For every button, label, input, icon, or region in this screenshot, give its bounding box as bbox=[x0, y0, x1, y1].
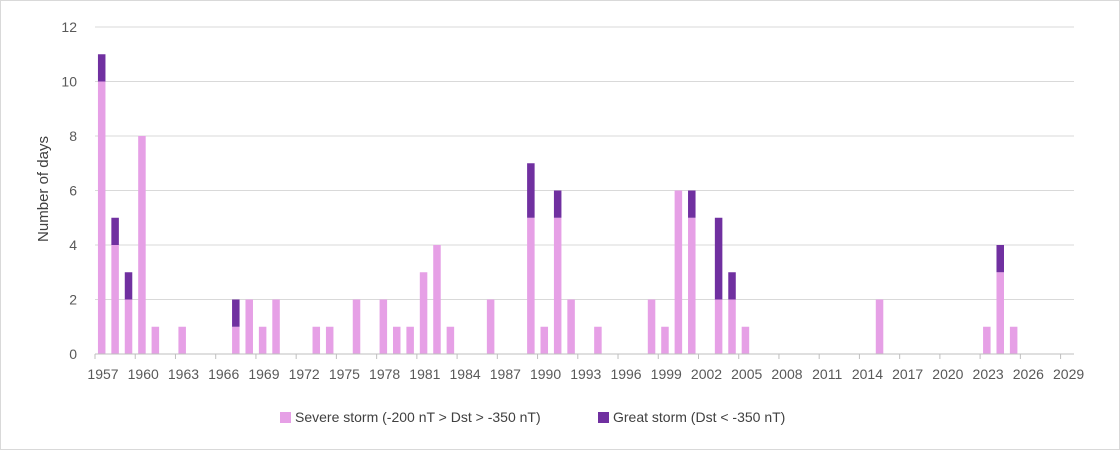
bar-severe-1970 bbox=[272, 299, 280, 354]
axes bbox=[94, 353, 1074, 359]
bars bbox=[97, 54, 1018, 354]
x-tick-label-2002: 2002 bbox=[691, 366, 722, 382]
legend-swatch-great bbox=[598, 412, 609, 423]
y-tick-label-4: 4 bbox=[69, 237, 77, 253]
x-tick-label-1969: 1969 bbox=[248, 366, 279, 382]
x-tick-label-2026: 2026 bbox=[1013, 366, 1044, 382]
y-axis-title: Number of days bbox=[35, 136, 52, 242]
bar-severe-1960 bbox=[138, 136, 146, 354]
x-tick-labels: 1957 1960 1963 1966 1969 1972 1975 1978 1981 1984… bbox=[87, 366, 1084, 382]
y-tick-label-10: 10 bbox=[61, 74, 77, 90]
x-tick-label-2008: 2008 bbox=[771, 366, 802, 382]
x-tick-label-1978: 1978 bbox=[369, 366, 400, 382]
bar-great-1959 bbox=[124, 272, 133, 300]
x-tick-label-2023: 2023 bbox=[973, 366, 1004, 382]
legend-label-great: Great storm (Dst < -350 nT) bbox=[613, 409, 785, 425]
bar-severe-1981 bbox=[419, 272, 428, 354]
bar-great-1989 bbox=[527, 163, 535, 218]
bar-severe-1974 bbox=[325, 326, 334, 354]
bar-severe-2001 bbox=[688, 217, 696, 354]
x-tick-label-1990: 1990 bbox=[530, 366, 561, 382]
bar-severe-1957 bbox=[97, 81, 106, 354]
legend-swatch-severe bbox=[280, 412, 291, 423]
bar-severe-1968 bbox=[245, 299, 253, 354]
x-tick-label-1957: 1957 bbox=[87, 366, 118, 382]
x-tick-label-1966: 1966 bbox=[208, 366, 239, 382]
bar-severe-1982 bbox=[433, 245, 441, 354]
bar-severe-2015 bbox=[875, 299, 884, 354]
bar-severe-1980 bbox=[406, 326, 414, 354]
bar-severe-2023 bbox=[983, 326, 991, 354]
bar-severe-2003 bbox=[714, 299, 723, 354]
bar-severe-1973 bbox=[312, 326, 321, 354]
bar-severe-1969 bbox=[258, 326, 267, 354]
bar-great-1957 bbox=[97, 54, 106, 82]
bar-severe-1983 bbox=[446, 326, 455, 354]
legend: Severe storm (-200 nT > Dst > -350 nT) G… bbox=[280, 409, 785, 425]
bar-severe-2024 bbox=[996, 272, 1004, 354]
x-tick-label-1960: 1960 bbox=[128, 366, 159, 382]
bar-severe-1989 bbox=[527, 217, 535, 354]
x-tick-label-2005: 2005 bbox=[731, 366, 762, 382]
x-tick-label-1987: 1987 bbox=[490, 366, 521, 382]
x-tick-label-1972: 1972 bbox=[289, 366, 320, 382]
x-tick-label-1963: 1963 bbox=[168, 366, 199, 382]
y-tick-labels: 0 2 4 6 8 10 12 bbox=[61, 19, 77, 362]
bar-severe-2005 bbox=[741, 326, 750, 354]
y-tick-label-2: 2 bbox=[69, 292, 77, 308]
bar-great-2001 bbox=[688, 190, 696, 218]
bar-severe-1978 bbox=[379, 299, 388, 354]
x-tick-label-2014: 2014 bbox=[852, 366, 883, 382]
x-tick-label-2011: 2011 bbox=[812, 366, 842, 382]
x-tick-label-2017: 2017 bbox=[892, 366, 923, 382]
bar-severe-1961 bbox=[151, 326, 160, 354]
x-tick-label-1996: 1996 bbox=[610, 366, 641, 382]
x-tick-label-2020: 2020 bbox=[932, 366, 963, 382]
x-tick-label-1999: 1999 bbox=[651, 366, 682, 382]
bar-great-1958 bbox=[111, 217, 119, 245]
bar-severe-1992 bbox=[567, 299, 575, 354]
bar-severe-1999 bbox=[661, 326, 669, 354]
bar-severe-2004 bbox=[728, 299, 736, 354]
bar-severe-2025 bbox=[1009, 326, 1018, 354]
bar-severe-1958 bbox=[111, 245, 119, 354]
bar-great-1991 bbox=[553, 190, 562, 218]
x-tick-label-1975: 1975 bbox=[329, 366, 360, 382]
bar-severe-1991 bbox=[553, 217, 562, 354]
y-tick-label-8: 8 bbox=[69, 128, 77, 144]
bar-severe-1967 bbox=[232, 326, 240, 354]
bar-great-2024 bbox=[996, 245, 1004, 273]
bar-severe-1986 bbox=[486, 299, 495, 354]
bar-great-2003 bbox=[714, 217, 723, 300]
x-tick-label-1984: 1984 bbox=[450, 366, 481, 382]
x-tick-label-1981: 1981 bbox=[409, 366, 440, 382]
y-tick-label-6: 6 bbox=[69, 183, 77, 199]
bar-severe-1959 bbox=[124, 299, 133, 354]
bar-severe-1976 bbox=[352, 299, 361, 354]
bar-great-1967 bbox=[232, 299, 240, 327]
bar-severe-1963 bbox=[178, 326, 186, 354]
y-tick-label-0: 0 bbox=[69, 346, 77, 362]
bar-severe-1998 bbox=[647, 299, 656, 354]
x-tick-label-1993: 1993 bbox=[570, 366, 601, 382]
y-tick-label-12: 12 bbox=[61, 19, 77, 35]
bar-severe-2000 bbox=[674, 190, 683, 354]
bar-severe-1994 bbox=[594, 326, 602, 354]
bar-great-2004 bbox=[728, 272, 736, 300]
legend-label-severe: Severe storm (-200 nT > Dst > -350 nT) bbox=[295, 409, 541, 425]
bar-severe-1990 bbox=[540, 326, 549, 354]
gridlines bbox=[95, 26, 1074, 300]
x-tick-label-2029: 2029 bbox=[1053, 366, 1084, 382]
bar-severe-1979 bbox=[392, 326, 401, 354]
